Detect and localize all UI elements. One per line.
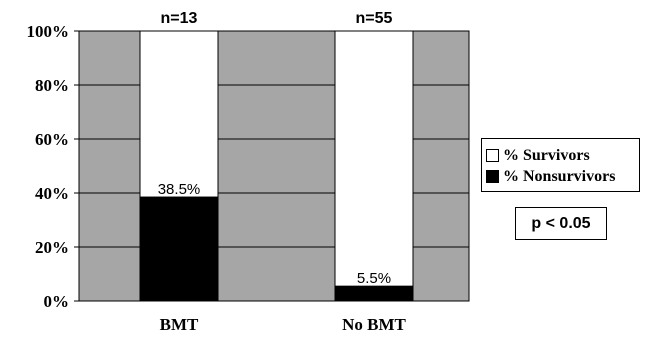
legend: % Survivors % Nonsurvivors bbox=[481, 138, 640, 192]
y-axis-ticks: 0% 20% 40% 60% 80% 100% bbox=[27, 22, 70, 311]
bar-nonsurvivors bbox=[139, 196, 219, 302]
bar-survivors bbox=[139, 30, 219, 198]
x-category-label: No BMT bbox=[342, 315, 406, 334]
data-labels: 38.5% 5.5% bbox=[158, 181, 391, 287]
legend-swatch-nonsurvivors bbox=[486, 170, 499, 183]
bar-survivors bbox=[334, 30, 414, 287]
sample-size-labels: n=13 n=55 bbox=[161, 10, 393, 27]
x-axis-labels: BMT No BMT bbox=[160, 315, 407, 334]
sample-size-label: n=13 bbox=[161, 10, 198, 27]
p-value-annotation: p < 0.05 bbox=[515, 207, 607, 240]
y-tick-label: 20% bbox=[35, 238, 69, 257]
legend-item-survivors: % Survivors bbox=[486, 145, 639, 166]
legend-label-survivors: % Survivors bbox=[503, 146, 590, 164]
bar-nonsurvivors bbox=[334, 285, 414, 302]
bars bbox=[139, 30, 414, 302]
plot-border bbox=[78, 30, 470, 302]
y-tick-label: 100% bbox=[27, 22, 70, 41]
data-label: 5.5% bbox=[357, 270, 391, 287]
legend-label-nonsurvivors: % Nonsurvivors bbox=[503, 167, 616, 185]
y-tick-label: 80% bbox=[35, 76, 69, 95]
legend-item-nonsurvivors: % Nonsurvivors bbox=[486, 166, 639, 187]
y-tick-label: 60% bbox=[35, 130, 69, 149]
x-category-label: BMT bbox=[160, 315, 199, 334]
y-tick-label: 40% bbox=[35, 184, 69, 203]
legend-swatch-survivors bbox=[486, 149, 499, 162]
y-tick-label: 0% bbox=[44, 292, 70, 311]
data-label: 38.5% bbox=[158, 181, 201, 198]
sample-size-label: n=55 bbox=[356, 10, 393, 27]
